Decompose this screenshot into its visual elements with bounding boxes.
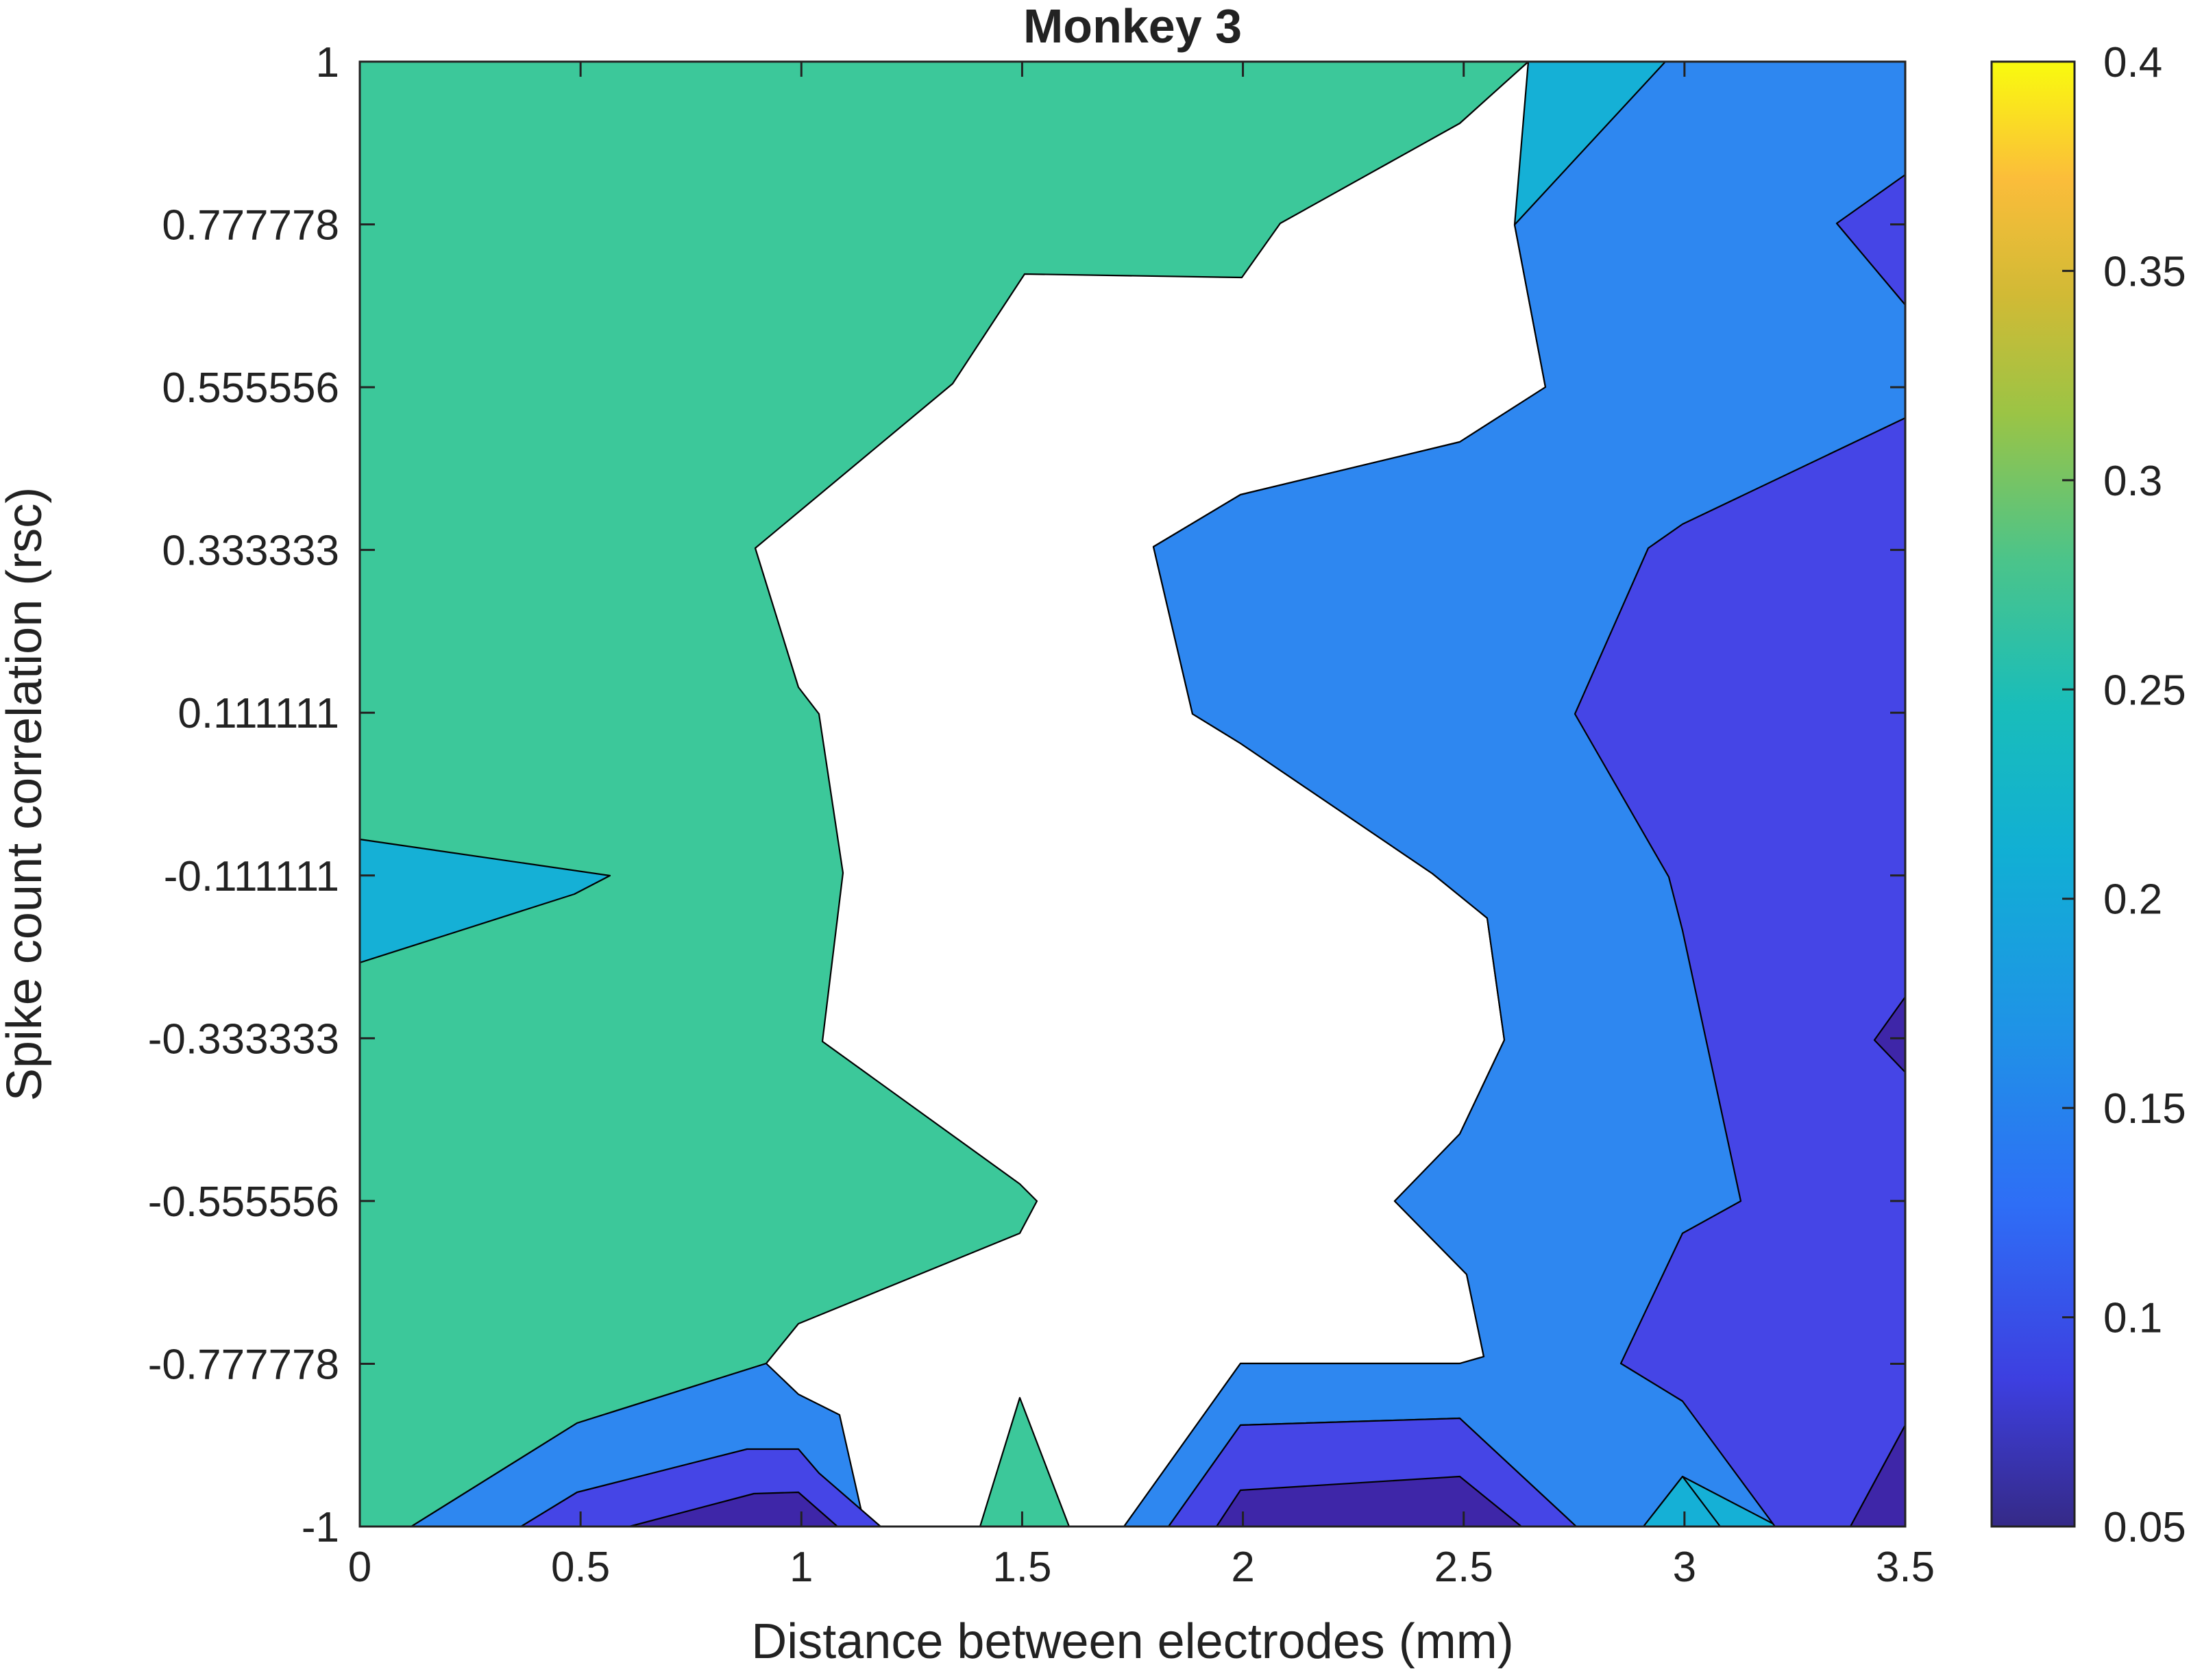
colorbar-tick-label: 0.3 <box>2103 458 2162 505</box>
plot-area <box>358 60 1907 1528</box>
x-axis-ticks: 0 0.5 1 1.5 2 2.5 3 3.5 <box>348 62 1935 1591</box>
axes-frame <box>358 60 1907 1528</box>
colorbar-tick-label: 0.2 <box>2103 876 2162 924</box>
colorbar-tick-label: 0.35 <box>2103 248 2186 295</box>
y-tick-label: 0.555556 <box>162 365 339 412</box>
y-tick-label: -0.777778 <box>148 1341 339 1388</box>
y-tick-label: 0.777778 <box>162 202 339 249</box>
y-tick-label: -0.555556 <box>148 1178 339 1226</box>
y-tick-label: -0.111111 <box>164 853 339 900</box>
y-axis-label: Spike count correlation (rsc) <box>0 487 52 1101</box>
y-tick-label: 1 <box>316 39 339 86</box>
x-tick-label: 1 <box>790 1544 813 1591</box>
colorbar-tick-label: 0.4 <box>2103 39 2162 86</box>
y-axis-ticks: -1 -0.777778 -0.555556 -0.333333 -0.111111 0.… <box>148 39 1905 1551</box>
colorbar-tick-label: 0.15 <box>2103 1085 2186 1133</box>
colorbar-tick-label: 0.1 <box>2103 1295 2162 1342</box>
colorbar-tick-label: 0.05 <box>2103 1504 2186 1551</box>
colorbar-tick-label: 0.25 <box>2103 667 2186 714</box>
x-tick-label: 2.5 <box>1434 1544 1493 1591</box>
y-tick-label: 0.333333 <box>162 528 339 575</box>
chart-title: Monkey 3 <box>1023 0 1242 53</box>
x-tick-label: 0.5 <box>551 1544 610 1591</box>
x-tick-label: 0 <box>348 1544 371 1591</box>
axes <box>358 60 1907 1528</box>
x-tick-label: 3 <box>1673 1544 1696 1591</box>
x-tick-label: 2 <box>1231 1544 1254 1591</box>
x-tick-label: 1.5 <box>992 1544 1051 1591</box>
y-tick-label: -0.333333 <box>148 1015 339 1063</box>
y-tick-label: -1 <box>302 1504 339 1551</box>
x-tick-label: 3.5 <box>1876 1544 1935 1591</box>
colorbar-gradient <box>1990 60 2076 1528</box>
colorbar: 0.05 0.1 0.15 0.2 0.25 0.3 0.35 0.4 <box>1990 39 2186 1551</box>
y-tick-label: 0.111111 <box>178 690 339 737</box>
x-axis-label: Distance between electrodes (mm) <box>751 1614 1513 1669</box>
